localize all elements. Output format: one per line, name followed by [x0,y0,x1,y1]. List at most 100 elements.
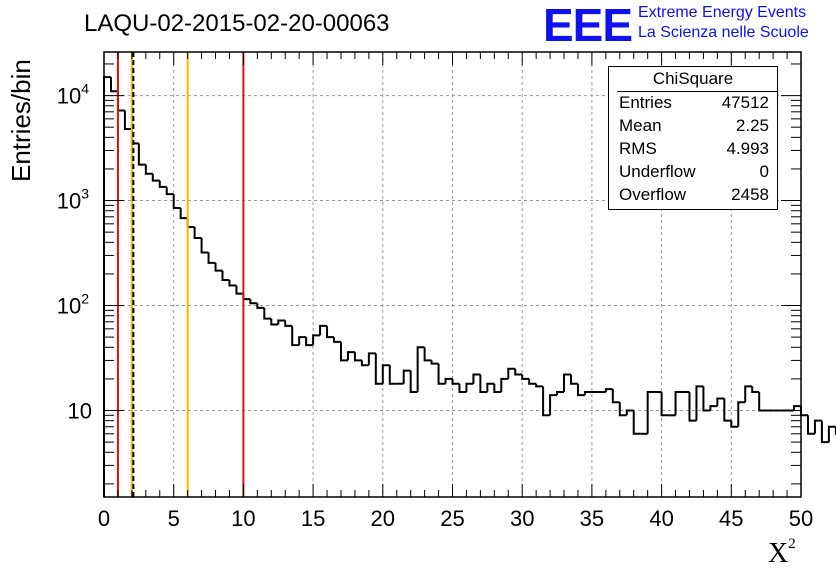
histogram-bin [221,270,230,282]
stats-key: Entries [619,93,672,112]
histogram-bin [625,409,634,416]
histogram-bin [298,336,307,346]
x-tick-label: 50 [789,506,813,531]
histogram-bin [535,383,544,388]
histogram-bin [632,410,641,435]
histogram-bin [556,391,565,396]
histogram-bin [207,252,216,264]
histogram-bin [569,374,578,385]
axis-ticks [103,52,802,497]
x-axis-label: X2 [768,536,796,570]
y-tick-label: 104 [57,81,89,109]
histogram-bin [479,374,488,394]
histogram-bin [367,352,376,366]
x-tick-label: 25 [440,506,464,531]
histogram-bin [618,402,627,417]
histogram-bin [256,303,265,309]
x-axis-label-base: X [768,538,789,569]
stats-key: RMS [619,139,657,158]
histogram-bin [326,325,335,339]
histogram-bin [200,237,209,254]
stats-divider [617,91,777,92]
y-tick-label-base: 10 [57,189,81,214]
histogram-bin [312,334,321,346]
histogram-bin [346,351,355,361]
x-tick-label: 15 [301,506,325,531]
histogram-bin [486,382,495,393]
histogram-bin [458,383,467,394]
stats-value: 4.993 [726,139,769,158]
y-tick-label-base: 10 [57,294,81,319]
histogram-bin [158,180,167,188]
stats-value: 47512 [721,93,769,112]
histogram-bin [583,391,592,396]
stats-row-underflow: Underflow 0 [619,162,769,184]
histogram-bin [165,186,174,196]
histogram-bin [737,401,746,427]
histogram-bin [228,280,237,287]
y-tick-label-base: 10 [68,399,92,424]
histogram-bin [186,218,195,228]
histogram-bin [472,373,481,384]
histogram-bin [827,425,836,443]
histogram-bin [800,406,808,417]
histogram-bin [688,392,697,422]
histogram-bin [493,383,502,394]
histogram-bin [416,346,425,393]
histogram-bin [339,341,348,362]
histogram-bin [723,398,732,422]
x-tick-label: 20 [371,506,395,531]
histogram-bin [507,367,516,379]
histogram-bin [381,364,390,384]
histogram-bin [793,405,801,411]
stats-key: Mean [619,116,662,135]
histogram-bin [702,386,711,412]
stats-value: 2458 [731,185,769,204]
stats-row-overflow: Overflow 2458 [619,185,769,207]
histogram-bin [758,392,767,412]
histogram-bin [514,368,523,376]
histogram-bin [291,325,300,347]
x-tick-label: 0 [98,506,110,531]
x-tick-label: 30 [510,506,534,531]
histogram-bin [179,207,188,220]
stats-value: 2.25 [735,116,769,135]
y-tick-label-exponent: 4 [81,81,89,97]
histogram-bin [451,378,460,385]
histogram-bin [716,397,725,407]
histogram-bin [576,383,585,397]
y-tick-label: 10 [68,399,92,424]
y-tick-label: 102 [57,291,89,319]
stats-row-mean: Mean 2.25 [619,116,769,138]
histogram-bin [242,293,251,301]
stats-value: 0 [759,162,769,181]
histogram-bin [709,405,718,411]
histogram-bin [646,391,655,434]
histogram-bin [563,373,571,393]
histogram-bin [263,307,272,320]
x-tick-label: 45 [719,506,743,531]
histogram-bin [109,77,118,93]
histogram-bin [409,370,418,394]
eee-logo-mark: EEE [543,0,633,51]
histogram-bin [353,352,362,362]
histogram-bin [277,319,286,325]
chart-title: LAQU-02-2015-02-20-00063 [84,10,390,37]
stats-row-entries: Entries 47512 [619,93,769,115]
y-tick-label: 103 [57,186,89,214]
histogram-bin [172,194,181,209]
y-tick-label-exponent: 2 [81,291,89,307]
histogram-bin [374,353,383,385]
histogram-bin [249,299,258,305]
histogram-bin [402,369,411,384]
x-tick-label: 40 [649,506,673,531]
histogram-bin [214,262,223,272]
threshold-lines [116,52,245,497]
eee-logo-line1: Extreme Energy Events [638,4,807,21]
y-axis-label: Entries/bin [6,59,36,182]
stats-key: Underflow [619,162,696,181]
histogram-bin [500,377,509,393]
eee-logo-line2: La Scienza nelle Scuole [638,24,809,41]
